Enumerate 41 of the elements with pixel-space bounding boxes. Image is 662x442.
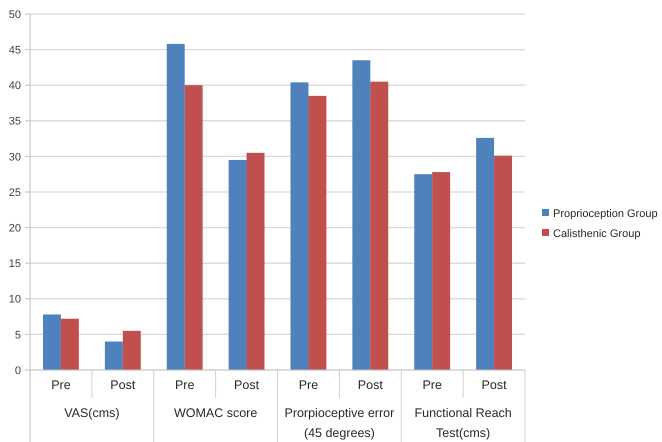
x-tick-label: Pre — [422, 378, 442, 392]
y-tick-label: 20 — [8, 222, 21, 234]
x-tick-label: Post — [358, 378, 384, 392]
bar — [228, 160, 247, 370]
x-tick-label: Post — [482, 378, 508, 392]
bar — [476, 138, 494, 370]
legend-label: Proprioception Group — [553, 208, 658, 220]
bar — [494, 156, 512, 370]
bar — [42, 314, 61, 370]
bar — [104, 342, 123, 370]
text: Prorpioceptive error (45 degrees) — [284, 406, 394, 440]
y-tick-label: 25 — [8, 186, 21, 199]
y-tick-label: 15 — [8, 258, 21, 270]
bar — [308, 96, 326, 370]
y-tick-label: 0 — [14, 364, 21, 377]
bar — [352, 60, 370, 370]
bar — [290, 82, 308, 370]
y-tick-label: 45 — [8, 44, 21, 56]
bar — [184, 85, 203, 370]
text: Functional Reach Test(cms) — [414, 406, 512, 440]
bar — [60, 318, 79, 370]
bar — [246, 152, 265, 370]
bar — [414, 174, 432, 370]
x-tick-label: Pre — [174, 378, 194, 392]
bar — [370, 82, 388, 370]
x-tick-label: Pre — [51, 378, 71, 392]
y-tick-label: 35 — [8, 116, 21, 128]
x-tick-label: Post — [110, 378, 136, 392]
y-tick-label: 10 — [8, 294, 21, 306]
legend-label: Calisthenic Group — [553, 228, 640, 240]
x-tick-label: Pre — [298, 378, 318, 392]
y-tick-label: 30 — [8, 151, 21, 164]
text: VAS(cms) — [64, 406, 120, 420]
y-tick-label: 40 — [8, 80, 21, 92]
y-tick-label: 50 — [8, 8, 21, 21]
bar — [432, 172, 450, 370]
x-tick-label: Post — [234, 378, 260, 392]
y-tick-label: 5 — [14, 329, 21, 342]
bar — [122, 330, 141, 370]
text: WOMAC score — [174, 406, 258, 420]
bar — [166, 44, 185, 370]
